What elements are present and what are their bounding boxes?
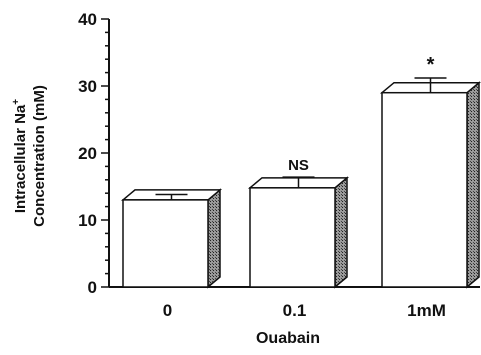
x-tick-label: 0 (163, 301, 172, 320)
y-axis-label-line2: Concentration (mM) (31, 85, 48, 227)
x-axis-label: Ouabain (256, 330, 320, 347)
y-tick-label: 30 (78, 77, 97, 96)
y-axis-label-line1: Intracellular Na+ (11, 99, 29, 213)
x-tick-label: 1mM (407, 301, 446, 320)
bar-side (466, 81, 480, 289)
significance-label: * (427, 54, 435, 76)
labels: Intracellular Na+ Concentration (mM) Oua… (11, 85, 320, 347)
bar (381, 91, 468, 288)
bar-side (207, 188, 221, 289)
bar-side (334, 176, 348, 289)
y-tick-label: 0 (88, 278, 97, 297)
bar (122, 199, 209, 288)
x-tick-label: 0.1 (283, 301, 307, 320)
bar (249, 187, 336, 288)
y-tick-label: 20 (78, 144, 97, 163)
y-tick-label: 40 (78, 10, 97, 29)
significance-label: NS (288, 157, 309, 174)
y-tick-label: 10 (78, 211, 97, 230)
bars: 0 NS 0.1 * 1mM (120, 54, 481, 320)
